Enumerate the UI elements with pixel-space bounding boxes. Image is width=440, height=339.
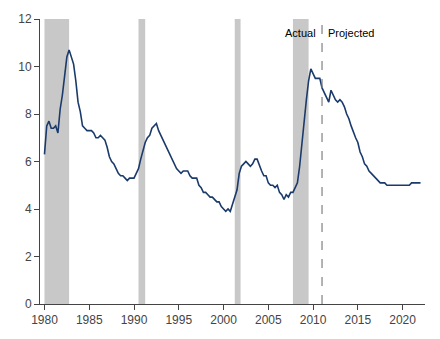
svg-text:2005: 2005: [255, 313, 282, 327]
svg-text:2015: 2015: [344, 313, 371, 327]
svg-text:1990: 1990: [121, 313, 148, 327]
svg-text:8: 8: [25, 107, 32, 121]
svg-text:Projected: Projected: [328, 27, 374, 39]
svg-text:Actual: Actual: [285, 27, 316, 39]
svg-text:2: 2: [25, 250, 32, 264]
svg-text:4: 4: [25, 202, 32, 216]
svg-text:0: 0: [25, 297, 32, 311]
svg-text:10: 10: [18, 60, 32, 74]
svg-text:2000: 2000: [210, 313, 237, 327]
svg-text:2020: 2020: [389, 313, 416, 327]
svg-text:1980: 1980: [31, 313, 58, 327]
svg-text:1995: 1995: [165, 313, 192, 327]
svg-text:1985: 1985: [76, 313, 103, 327]
svg-text:2010: 2010: [300, 313, 327, 327]
svg-text:6: 6: [25, 155, 32, 169]
svg-text:12: 12: [18, 12, 32, 26]
